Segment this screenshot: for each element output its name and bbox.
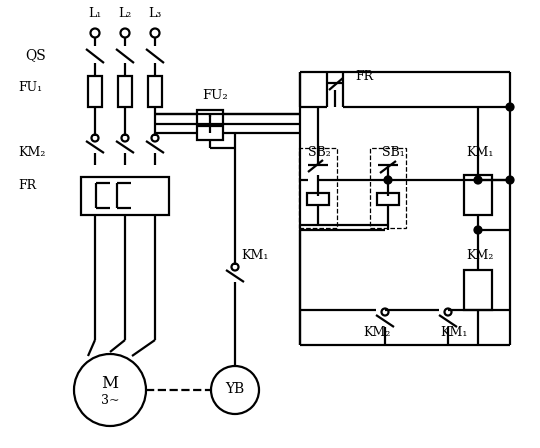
Text: KM₁: KM₁ bbox=[466, 146, 494, 159]
Circle shape bbox=[120, 29, 130, 38]
Bar bbox=[88, 76, 102, 107]
Bar bbox=[464, 270, 492, 310]
Circle shape bbox=[91, 134, 98, 142]
Text: SB₁: SB₁ bbox=[382, 146, 405, 159]
Circle shape bbox=[211, 366, 259, 414]
Circle shape bbox=[507, 177, 514, 184]
Circle shape bbox=[475, 227, 482, 233]
Text: KM₂: KM₂ bbox=[363, 326, 390, 339]
Bar bbox=[197, 110, 223, 124]
Circle shape bbox=[152, 134, 159, 142]
Text: FR: FR bbox=[355, 69, 373, 82]
Text: M: M bbox=[102, 375, 119, 392]
Circle shape bbox=[384, 177, 391, 184]
Circle shape bbox=[381, 309, 388, 315]
Circle shape bbox=[475, 177, 482, 184]
Text: FU₂: FU₂ bbox=[202, 89, 228, 102]
Text: YB: YB bbox=[225, 382, 245, 396]
Bar bbox=[464, 175, 492, 215]
Bar bbox=[370, 148, 406, 228]
Bar bbox=[377, 193, 399, 205]
Circle shape bbox=[122, 134, 129, 142]
Text: L₃: L₃ bbox=[148, 7, 161, 20]
Text: KM₂: KM₂ bbox=[466, 249, 494, 262]
Text: SB₂: SB₂ bbox=[308, 146, 330, 159]
Text: FR: FR bbox=[18, 178, 36, 191]
Circle shape bbox=[91, 29, 99, 38]
Text: QS: QS bbox=[25, 48, 46, 62]
Circle shape bbox=[151, 29, 159, 38]
Text: KM₁: KM₁ bbox=[440, 326, 468, 339]
Bar bbox=[118, 76, 132, 107]
Bar bbox=[81, 177, 169, 215]
Text: 3~: 3~ bbox=[101, 393, 119, 406]
Circle shape bbox=[232, 263, 239, 271]
Text: KM₂: KM₂ bbox=[18, 146, 45, 159]
Circle shape bbox=[444, 309, 451, 315]
Bar bbox=[197, 126, 223, 140]
Circle shape bbox=[74, 354, 146, 426]
Text: L₁: L₁ bbox=[89, 7, 102, 20]
Bar bbox=[299, 148, 337, 228]
Text: L₂: L₂ bbox=[118, 7, 132, 20]
Circle shape bbox=[507, 103, 514, 111]
Bar bbox=[148, 76, 162, 107]
Bar bbox=[307, 193, 329, 205]
Text: KM₁: KM₁ bbox=[241, 249, 268, 262]
Text: FU₁: FU₁ bbox=[18, 81, 42, 94]
